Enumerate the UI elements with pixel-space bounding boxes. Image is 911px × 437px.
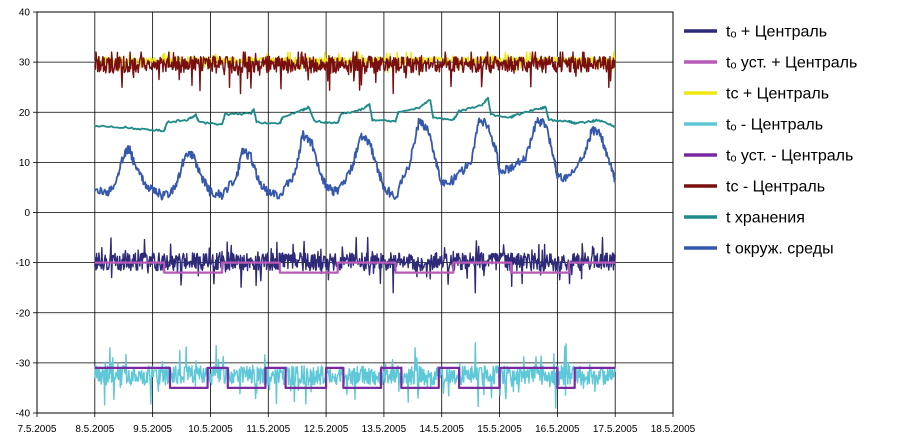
series-line-5 <box>94 51 616 95</box>
y-tick-labels: -40 -30 -20 -10 0 10 20 30 40 <box>16 8 31 420</box>
y-tick-label: -40 <box>16 409 31 420</box>
legend: tₒ + Централь tₒ уст. + Централь tᴄ + Цент… <box>684 24 857 258</box>
legend-label-7: t окруж. среды <box>726 241 834 258</box>
y-tick-label: 0 <box>24 208 30 219</box>
legend-label-1: tₒ уст. + Централь <box>726 55 857 72</box>
x-tick-label: 11.5.2005 <box>246 424 290 435</box>
axes <box>33 11 674 417</box>
series-line-0 <box>94 236 616 294</box>
x-tick-label: 10.5.2005 <box>188 424 233 435</box>
series-line-3 <box>94 342 616 409</box>
legend-label-5: tᴄ - Централь <box>726 179 825 196</box>
x-tick-labels: 7.5.2005 8.5.2005 9.5.2005 10.5.2005 11.5.20… <box>18 424 696 435</box>
y-tick-label: 10 <box>19 158 31 169</box>
x-tick-label: 12.5.2005 <box>304 424 349 435</box>
series-line-4 <box>94 366 616 389</box>
x-tick-label: 15.5.2005 <box>477 424 522 435</box>
y-tick-label: -10 <box>16 258 31 269</box>
x-tick-label: 13.5.2005 <box>362 424 407 435</box>
series-line-6 <box>94 96 616 133</box>
series-layer <box>94 51 617 409</box>
legend-label-3: tₒ - Централь <box>726 117 823 134</box>
y-tick-label: 20 <box>19 108 31 119</box>
y-tick-label: 40 <box>19 8 31 19</box>
legend-label-0: tₒ + Централь <box>726 24 827 41</box>
x-tick-label: 8.5.2005 <box>75 424 114 435</box>
legend-label-2: tᴄ + Централь <box>726 86 829 103</box>
series-line-7 <box>94 117 617 201</box>
legend-label-6: t хранения <box>726 210 805 227</box>
y-tick-label: -30 <box>16 358 31 369</box>
series-line-1 <box>94 261 616 274</box>
legend-label-4: tₒ уст. - Централь <box>726 148 853 165</box>
x-tick-label: 17.5.2005 <box>593 424 638 435</box>
x-tick-label: 7.5.2005 <box>18 424 57 435</box>
x-tick-label: 14.5.2005 <box>419 424 464 435</box>
x-tick-label: 18.5.2005 <box>651 424 696 435</box>
x-tick-label: 16.5.2005 <box>535 424 580 435</box>
y-tick-label: 30 <box>19 58 31 69</box>
plot-frame <box>36 11 674 414</box>
y-tick-label: -20 <box>16 308 31 319</box>
x-tick-label: 9.5.2005 <box>133 424 172 435</box>
